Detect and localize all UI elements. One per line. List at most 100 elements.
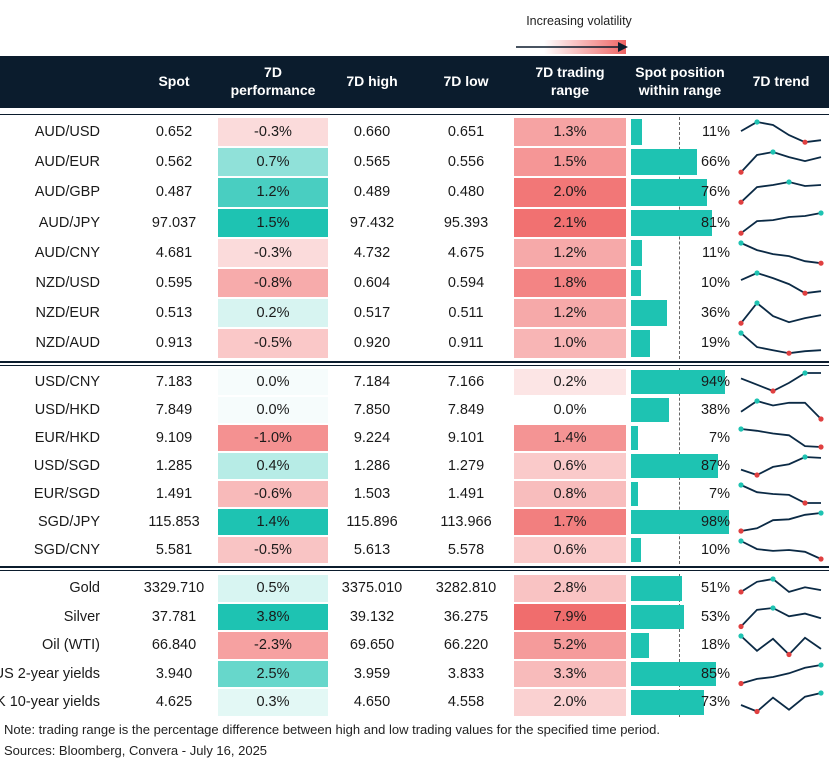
cell-spot: 1.491: [155, 486, 193, 502]
trend-high-point: [770, 149, 776, 155]
cell-pair: NZD/EUR: [35, 305, 100, 322]
cell-spot: 9.109: [155, 430, 193, 446]
cell-spot: 1.285: [155, 458, 193, 474]
trend-high-point: [738, 482, 744, 488]
table-row: UK 10-year yields 4.625 0.3% 4.650 4.558 2.0%: [0, 688, 829, 717]
trend-sparkline: [738, 538, 824, 562]
spot-position-bar: [631, 633, 649, 658]
header-pair: [0, 56, 118, 106]
cell-range: 1.2%: [514, 299, 626, 328]
cell-range: 1.4%: [514, 425, 626, 451]
cell-range: 7.9%: [514, 603, 626, 630]
trend-sparkline: [738, 510, 824, 534]
trend-low-point: [754, 472, 760, 478]
table-row: US 2-year yields 3.940 2.5% 3.959 3.833 3.3%: [0, 660, 829, 689]
header-high: 7D high: [346, 73, 398, 89]
cell-perf: 1.5%: [218, 208, 328, 237]
trend-line: [740, 121, 822, 144]
cell-perf: -0.3%: [218, 118, 328, 147]
cell-perf: -0.5%: [218, 537, 328, 563]
cell-range: 5.2%: [514, 632, 626, 659]
spot-position-label: 98%: [700, 514, 730, 530]
cell-pair: AUD/USD: [34, 124, 100, 141]
cell-low: 66.220: [443, 637, 489, 654]
trend-low-point: [738, 589, 744, 595]
header-position: Spot position within range: [635, 64, 725, 98]
cell-low: 9.101: [447, 430, 485, 446]
table-row: NZD/AUD 0.913 -0.5% 0.920 0.911 1.0%: [0, 328, 829, 358]
cell-spot: 4.625: [155, 694, 193, 711]
cell-perf: -0.8%: [218, 269, 328, 298]
group-divider: [0, 570, 829, 571]
cell-spot: 115.853: [148, 514, 200, 530]
trend-sparkline: [740, 370, 821, 394]
cell-perf: 0.0%: [218, 369, 328, 395]
cell-spot: 0.562: [155, 154, 193, 171]
cell-range: 1.8%: [514, 269, 626, 298]
cell-pair: USD/HKD: [34, 402, 100, 418]
trend-sparkline: [740, 270, 822, 296]
group-divider: [0, 566, 829, 568]
trend-low-point: [738, 623, 744, 629]
cell-perf: 1.2%: [218, 178, 328, 207]
header-range: 7D trading range: [535, 64, 605, 98]
spot-position-bar: [631, 149, 697, 176]
trend-high-point: [754, 300, 760, 306]
cell-pair: EUR/SGD: [33, 486, 100, 502]
cell-perf: -0.5%: [218, 329, 328, 358]
cell-low: 95.393: [443, 214, 489, 231]
trend-line: [740, 332, 822, 355]
trend-sparkline: [738, 633, 822, 658]
table-row: EUR/HKD 9.109 -1.0% 9.224 9.101 1.4%: [0, 424, 829, 452]
table-row: EUR/SGD 1.491 -0.6% 1.503 1.491 0.8%: [0, 480, 829, 508]
cell-pair: AUD/EUR: [34, 154, 100, 171]
cell-pair: SGD/CNY: [33, 542, 100, 558]
cell-spot: 7.849: [155, 402, 193, 418]
table-row: USD/HKD 7.849 0.0% 7.850 7.849 0.0%: [0, 396, 829, 424]
trend-line: [740, 540, 822, 560]
cell-high: 0.920: [353, 335, 391, 352]
cell-range: 2.0%: [514, 178, 626, 207]
trend-low-point: [754, 708, 760, 715]
trend-line: [740, 692, 822, 713]
table-row: AUD/GBP 0.487 1.2% 0.489 0.480 2.0%: [0, 177, 829, 207]
cell-pair: NZD/USD: [35, 275, 100, 292]
cell-pair: AUD/CNY: [34, 244, 100, 261]
cell-high: 3375.010: [341, 580, 403, 597]
footnote: Note: trading range is the percentage di…: [4, 722, 660, 737]
cell-spot: 66.840: [151, 637, 197, 654]
cell-range: 1.3%: [514, 118, 626, 147]
trend-line: [740, 151, 822, 174]
trend-sparkline: [738, 604, 822, 629]
cell-pair: Silver: [63, 608, 100, 625]
trend-sparkline: [740, 398, 824, 422]
table-row: AUD/CNY 4.681 -0.3% 4.732 4.675 1.2%: [0, 238, 829, 268]
cell-spot: 0.513: [155, 305, 193, 322]
cell-range: 2.8%: [514, 575, 626, 602]
cell-high: 4.650: [353, 694, 391, 711]
trend-line: [740, 400, 822, 420]
trend-low-point: [738, 320, 744, 326]
spot-position-bar: [631, 604, 684, 629]
cell-low: 1.279: [447, 458, 485, 474]
cell-high: 0.604: [353, 275, 391, 292]
cell-perf: -0.3%: [218, 238, 328, 267]
cell-low: 0.556: [447, 154, 485, 171]
trend-high-point: [818, 209, 824, 216]
header-low: 7D low: [443, 73, 489, 89]
cell-pair: AUD/GBP: [34, 184, 100, 201]
trend-sparkline: [740, 119, 822, 145]
table-row: USD/CNY 7.183 0.0% 7.184 7.166 0.2%: [0, 368, 829, 396]
spot-position-bar: [631, 426, 638, 450]
trend-low-point: [786, 350, 792, 357]
spot-position-bar: [631, 270, 641, 297]
spot-position-label: 87%: [700, 458, 730, 474]
table-row: AUD/EUR 0.562 0.7% 0.565 0.556 1.5%: [0, 147, 829, 177]
table-row: AUD/USD 0.652 -0.3% 0.660 0.651 1.3%: [0, 117, 829, 147]
trend-high-point: [770, 604, 776, 611]
cell-low: 3.833: [447, 665, 485, 682]
trend-sparkline: [738, 179, 822, 206]
cell-pair: AUD/JPY: [38, 214, 100, 231]
cell-spot: 97.037: [151, 214, 197, 231]
trend-line: [740, 301, 822, 324]
